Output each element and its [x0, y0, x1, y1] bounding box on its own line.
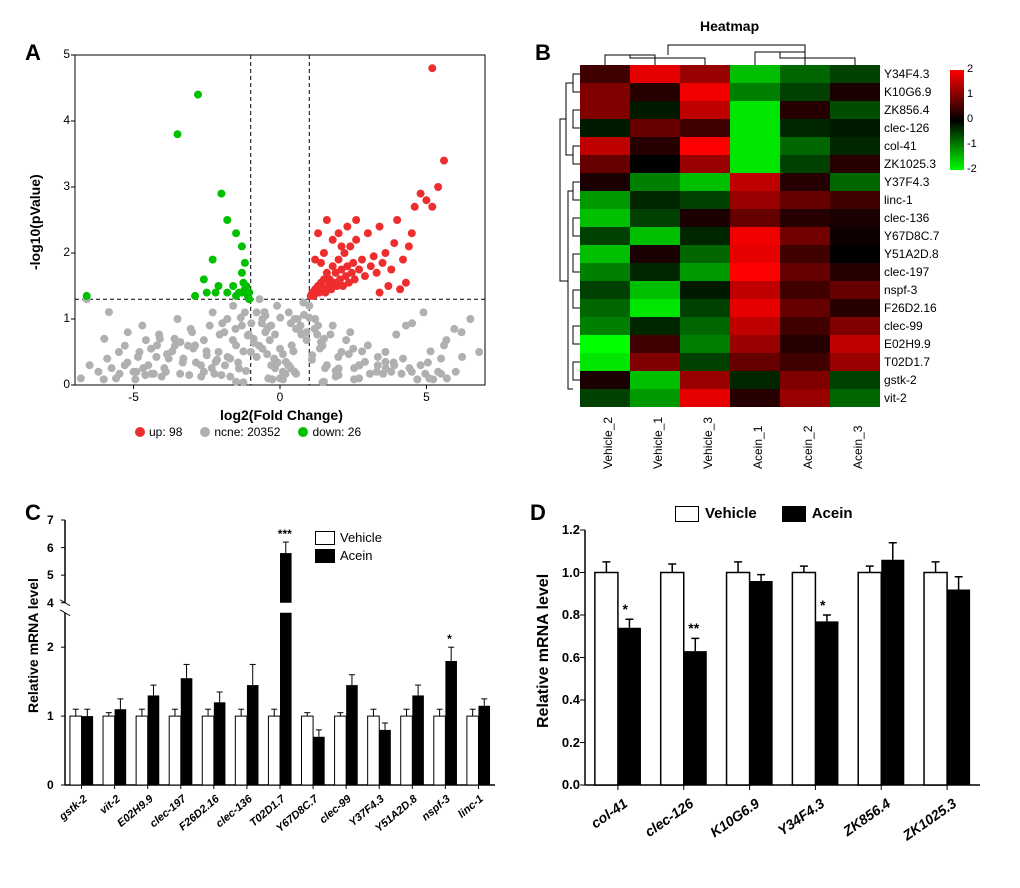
heatmap-row-label: clec-197	[884, 265, 929, 279]
colorbar-tick: -2	[967, 163, 977, 175]
panelc-ytick: 7	[47, 513, 54, 527]
legend-text: Acein	[340, 548, 373, 563]
panelc-ytick: 2	[47, 640, 54, 654]
panelc-ylabel: Relative mRNA level	[25, 578, 41, 713]
paneld-gene-label: K10G6.9	[707, 795, 762, 840]
dendrogram-left	[558, 65, 580, 407]
heatmap-row-label: Y67D8C.7	[884, 229, 939, 243]
volcano-xtick: 5	[416, 390, 436, 404]
heatmap-row-label: ZK856.4	[884, 103, 929, 117]
dendrogram-top	[580, 40, 880, 65]
heatmap-row-label: K10G6.9	[884, 85, 931, 99]
legend-item: Acein	[782, 505, 853, 522]
heatmap-row-label: T02D1.7	[884, 355, 930, 369]
paneld-gene-label: col-41	[588, 795, 630, 831]
legend-marker	[298, 427, 308, 437]
paneld-ylabel: Relative mRNA level	[535, 573, 553, 727]
panel-a-label: A	[25, 40, 41, 66]
panelc-ytick: 1	[47, 709, 54, 723]
legend-box	[315, 549, 335, 563]
panel-d-label: D	[530, 500, 546, 526]
volcano-xtick: -5	[124, 390, 144, 404]
legend-box	[315, 531, 335, 545]
paneld-ytick: 1.2	[555, 522, 580, 537]
legend-text: Vehicle	[705, 505, 757, 522]
heatmap-row-label: F26D2.16	[884, 301, 937, 315]
panelc-ytick: 4	[47, 596, 54, 610]
panel-c-chart	[65, 520, 515, 805]
paneld-ytick: 0.2	[555, 735, 580, 750]
paneld-ytick: 0.4	[555, 692, 580, 707]
colorbar-tick: -1	[967, 138, 977, 150]
legend-item: Vehicle	[675, 505, 757, 522]
heatmap-col-label: Acein_3	[851, 426, 865, 469]
volcano-xtick: 0	[270, 390, 290, 404]
heatmap-title: Heatmap	[700, 18, 759, 34]
colorbar-tick: 0	[967, 113, 973, 125]
heatmap-row-label: gstk-2	[884, 373, 917, 387]
heatmap-row-label: Y34F4.3	[884, 67, 929, 81]
legend-item: Acein	[315, 548, 382, 563]
paneld-ytick: 0.0	[555, 777, 580, 792]
colorbar	[950, 70, 964, 170]
legend-text: up: 98	[149, 425, 182, 439]
paneld-ytick: 1.0	[555, 565, 580, 580]
heatmap-row-label: ZK1025.3	[884, 157, 936, 171]
paneld-gene-label: ZK1025.3	[900, 795, 960, 843]
volcano-ytick: 0	[50, 377, 70, 391]
paneld-ytick: 0.6	[555, 650, 580, 665]
legend-text: down: 26	[312, 425, 361, 439]
volcano-legend-item: down: 26	[298, 425, 361, 439]
heatmap-row-label: Y37F4.3	[884, 175, 929, 189]
heatmap-col-label: Vehicle_3	[701, 417, 715, 469]
volcano-ytick: 2	[50, 245, 70, 259]
heatmap-col-label: Acein_1	[751, 426, 765, 469]
paneld-gene-label: ZK856.4	[840, 795, 893, 839]
volcano-ytick: 4	[50, 113, 70, 127]
volcano-legend-item: up: 98	[135, 425, 182, 439]
volcano-legend: up: 98 ncne: 20352 down: 26	[135, 425, 361, 439]
volcano-ylabel: -log10(pValue)	[27, 174, 43, 270]
paneld-gene-label: clec-126	[641, 795, 695, 840]
paneld-legend: Vehicle Acein	[675, 505, 853, 522]
legend-marker	[135, 427, 145, 437]
panelc-ytick: 6	[47, 541, 54, 555]
legend-box	[675, 506, 699, 522]
heatmap-row-label: vit-2	[884, 391, 907, 405]
heatmap-row-label: E02H9.9	[884, 337, 931, 351]
heatmap-col-label: Acein_2	[801, 426, 815, 469]
volcano-ytick: 3	[50, 179, 70, 193]
colorbar-tick: 2	[967, 63, 973, 75]
heatmap-row-label: clec-99	[884, 319, 923, 333]
paneld-ytick: 0.8	[555, 607, 580, 622]
volcano-ytick: 1	[50, 311, 70, 325]
heatmap-col-label: Vehicle_1	[651, 417, 665, 469]
panelc-legend: Vehicle Acein	[315, 530, 382, 566]
panelc-ytick: 0	[47, 778, 54, 792]
volcano-ytick: 5	[50, 47, 70, 61]
panelc-ytick: 5	[47, 568, 54, 582]
heatmap-row-label: clec-136	[884, 211, 929, 225]
legend-text: Vehicle	[340, 530, 382, 545]
heatmap-row-label: col-41	[884, 139, 917, 153]
colorbar-tick: 1	[967, 88, 973, 100]
heatmap-col-label: Vehicle_2	[601, 417, 615, 469]
heatmap-row-label: clec-126	[884, 121, 929, 135]
volcano-plot	[75, 55, 485, 385]
legend-text: Acein	[812, 505, 853, 522]
panel-b-label: B	[535, 40, 551, 66]
volcano-xlabel: log2(Fold Change)	[220, 407, 343, 423]
volcano-legend-item: ncne: 20352	[200, 425, 280, 439]
panel-c-label: C	[25, 500, 41, 526]
legend-box	[782, 506, 806, 522]
heatmap-row-label: linc-1	[884, 193, 913, 207]
heatmap	[580, 65, 880, 407]
heatmap-row-label: Y51A2D.8	[884, 247, 939, 261]
legend-text: ncne: 20352	[214, 425, 280, 439]
heatmap-row-label: nspf-3	[884, 283, 917, 297]
panel-d-chart	[585, 530, 990, 795]
legend-item: Vehicle	[315, 530, 382, 545]
legend-marker	[200, 427, 210, 437]
paneld-gene-label: Y34F4.3	[775, 795, 828, 838]
